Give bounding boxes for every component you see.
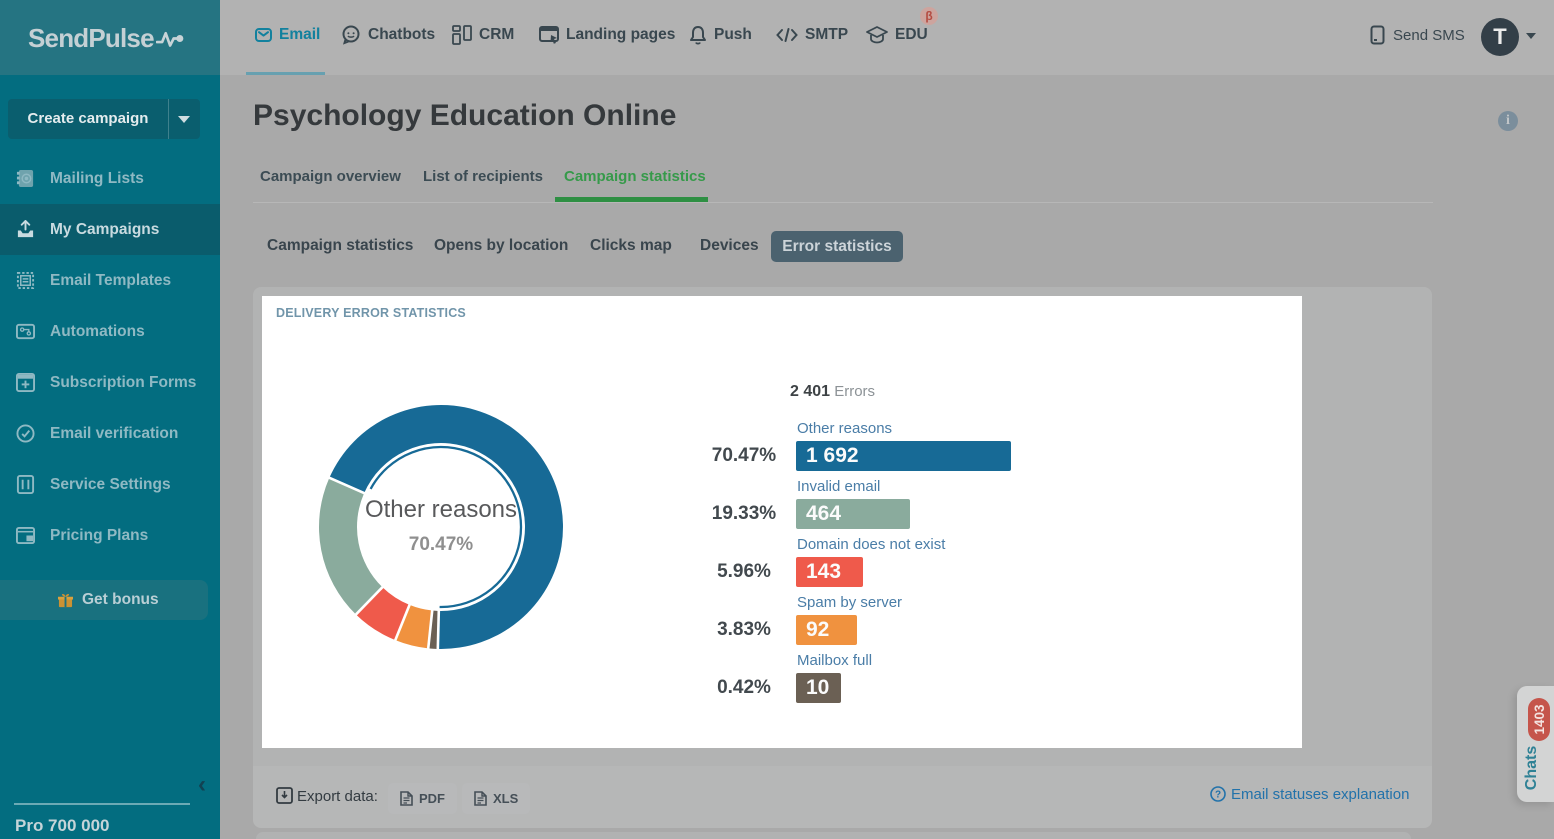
svg-text:?: ? <box>1215 790 1221 801</box>
